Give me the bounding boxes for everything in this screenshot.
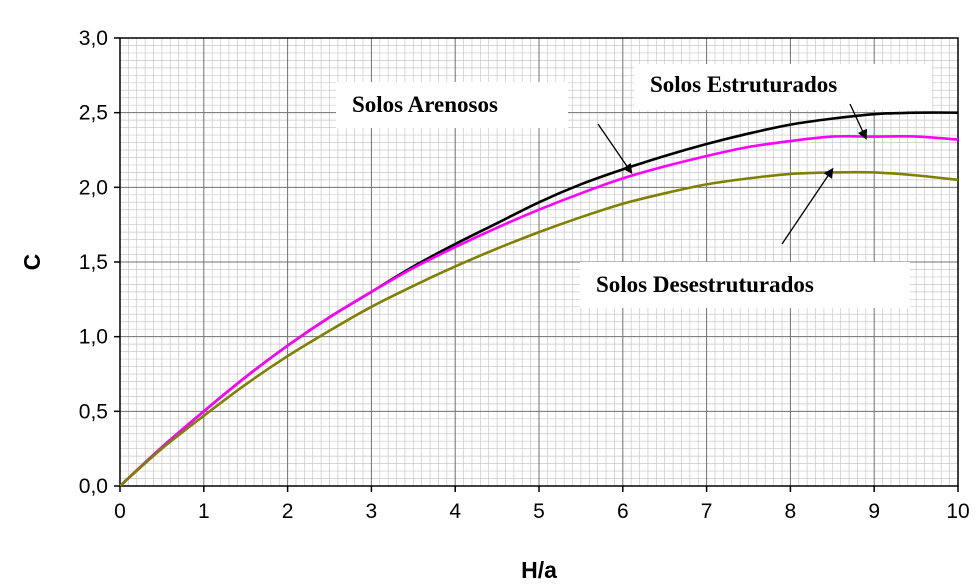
- x-tick-label: 9: [868, 500, 880, 523]
- annotation-desestruturados: Solos Desestruturados: [580, 167, 910, 308]
- series-layer: [119, 111, 959, 487]
- y-axis-ticks: 0,0 0,5 1,0 1,5 2,0 2,5 3,0: [79, 27, 120, 498]
- annotation-estruturados-text: Solos Estruturados: [650, 72, 837, 97]
- annotation-arenosos-arrow: [597, 123, 633, 175]
- x-tick-label: 1: [198, 500, 210, 523]
- y-tick-label: 0,5: [79, 400, 108, 423]
- y-tick-label: 3,0: [79, 27, 108, 50]
- y-tick-label: 2,5: [79, 102, 108, 125]
- annotation-estruturados: Solos Estruturados: [634, 64, 932, 140]
- x-tick-label: 4: [449, 500, 461, 523]
- x-tick-label: 10: [946, 500, 969, 523]
- x-axis-ticks: 0 1 2 3 4 5 6 7 8 9 10: [114, 486, 970, 523]
- x-tick-label: 7: [701, 500, 713, 523]
- y-tick-label: 2,0: [79, 176, 108, 199]
- annotation-arenosos: Solos Arenosos: [336, 82, 633, 175]
- x-axis-label: H/a: [521, 557, 557, 583]
- annotation-estruturados-arrow: [849, 103, 867, 140]
- y-tick-label: 1,0: [79, 326, 108, 349]
- x-tick-label: 2: [282, 500, 294, 523]
- y-axis-label: C: [19, 254, 45, 271]
- y-tick-label: 1,5: [79, 251, 108, 274]
- x-tick-label: 0: [114, 500, 126, 523]
- x-tick-label: 8: [785, 500, 797, 523]
- series-line-1: [119, 134, 959, 487]
- y-tick-label: 0,0: [79, 475, 108, 498]
- x-tick-label: 6: [617, 500, 629, 523]
- x-tick-label: 3: [366, 500, 378, 523]
- annotation-desestruturados-arrow: [781, 167, 834, 245]
- series-line-2: [119, 170, 959, 487]
- x-tick-label: 5: [533, 500, 545, 523]
- annotation-arenosos-text: Solos Arenosos: [352, 92, 498, 117]
- annotation-desestruturados-text: Solos Desestruturados: [596, 272, 814, 297]
